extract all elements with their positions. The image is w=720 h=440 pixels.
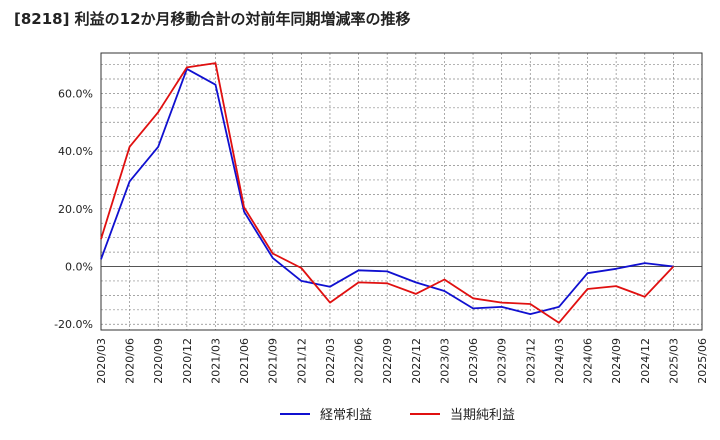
x-tick-label: 2023/06 (467, 338, 480, 384)
x-tick-label: 2023/09 (496, 338, 509, 384)
x-tick-label: 2024/09 (610, 338, 623, 384)
legend-label-1: 経常利益 (320, 408, 372, 423)
y-tick-label: 20.0% (58, 203, 93, 216)
grid (101, 53, 702, 330)
x-tick-label: 2022/06 (353, 338, 366, 384)
series-line-2 (100, 62, 675, 324)
x-tick-label: 2020/03 (95, 338, 108, 384)
x-tick-label: 2025/06 (696, 338, 709, 384)
y-tick-label: -20.0% (54, 318, 93, 331)
x-tick-label: 2021/09 (267, 338, 280, 384)
x-tick-label: 2024/06 (582, 338, 595, 384)
x-tick-label: 2021/12 (295, 338, 308, 384)
x-tick-label: 2020/06 (124, 338, 137, 384)
x-tick-label: 2020/12 (181, 338, 194, 384)
y-tick-label: 0.0% (65, 261, 93, 274)
x-tick-label: 2022/09 (381, 338, 394, 384)
x-tick-label: 2023/12 (524, 338, 537, 384)
x-tick-label: 2020/09 (152, 338, 165, 384)
y-axis: -20.0% 0.0% 20.0% 40.0% 60.0% (54, 87, 93, 331)
x-tick-label: 2025/03 (667, 338, 680, 384)
x-tick-label: 2023/03 (438, 338, 451, 384)
x-tick-label: 2021/03 (209, 338, 222, 384)
x-tick-label: 2022/12 (410, 338, 423, 384)
x-tick-label: 2022/03 (324, 338, 337, 384)
chart-title: [8218] 利益の12か月移動合計の対前年同期増減率の推移 (14, 10, 411, 28)
y-tick-label: 40.0% (58, 145, 93, 158)
series-group (100, 62, 675, 324)
legend-label-2: 当期純利益 (450, 408, 515, 423)
x-axis: 2020/03 2020/06 2020/09 2020/12 2021/03 2021/… (95, 338, 709, 384)
plot-area (100, 52, 703, 331)
y-tick-label: 60.0% (58, 87, 93, 100)
series-line-1 (100, 68, 674, 316)
legend: 経常利益 当期純利益 (280, 408, 515, 423)
x-tick-label: 2024/12 (639, 338, 652, 384)
x-tick-label: 2021/06 (238, 338, 251, 384)
x-tick-label: 2024/03 (553, 338, 566, 384)
